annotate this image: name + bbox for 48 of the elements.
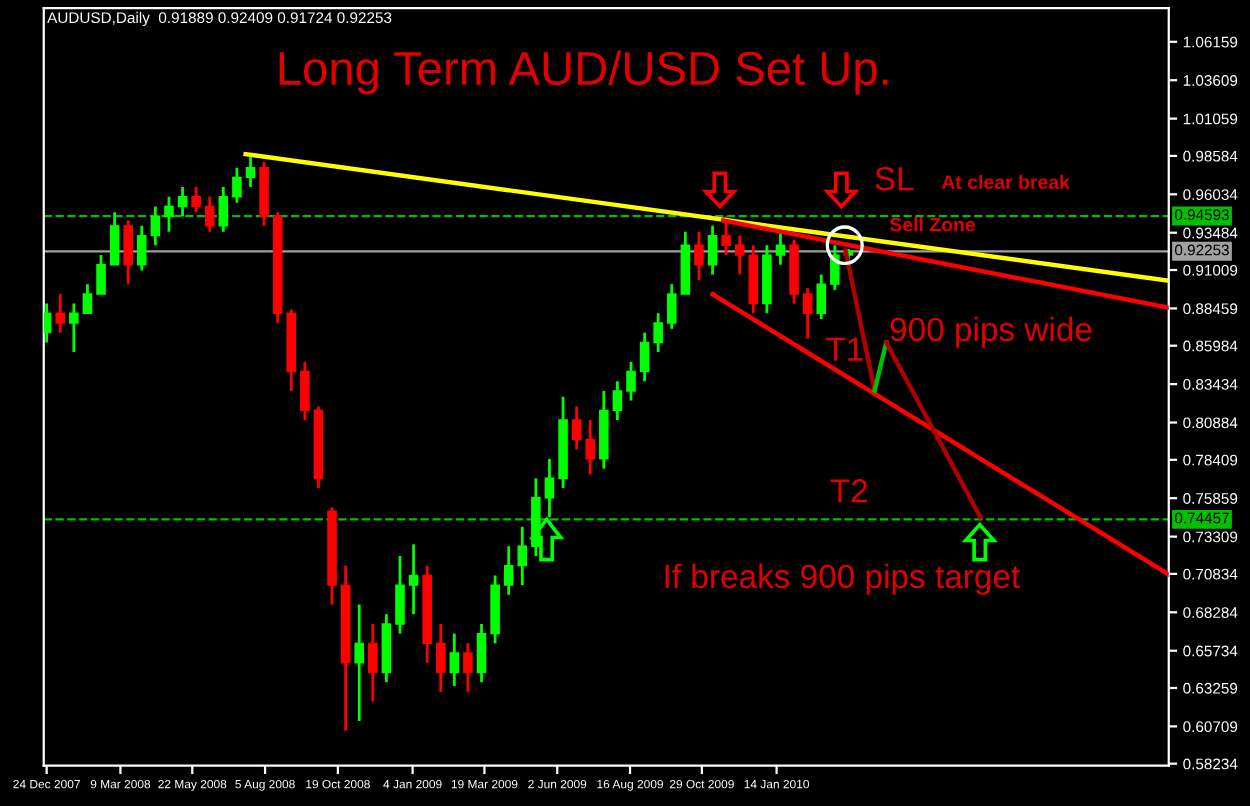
candlestick	[585, 418, 596, 476]
candlestick	[449, 632, 460, 688]
candlestick	[137, 224, 147, 272]
candlestick	[816, 273, 827, 321]
candlestick	[300, 360, 310, 422]
candlestick	[476, 622, 487, 684]
candlestick	[191, 185, 201, 214]
annotation: 900 pips wide	[890, 316, 1092, 348]
text: Long Term AUD/USD Set Up.	[279, 50, 888, 95]
candlestick	[517, 525, 528, 587]
candlestick	[164, 195, 174, 234]
annotation: If breaks 900 pips target	[665, 563, 1020, 595]
annotation: T1	[826, 337, 863, 361]
candlestick	[830, 243, 840, 292]
candlestick	[694, 230, 704, 282]
candlestick	[802, 286, 813, 340]
annotation: Sell Zone	[889, 217, 976, 232]
candlestick	[123, 218, 133, 286]
annotation: T2	[830, 479, 868, 503]
annotation: SL	[875, 166, 914, 191]
candlestick	[177, 185, 188, 218]
candlestick	[82, 282, 93, 315]
candlestick	[463, 642, 473, 694]
candlestick	[232, 166, 242, 205]
candlestick	[218, 185, 229, 234]
candlestick	[354, 603, 364, 723]
candlestick	[503, 544, 514, 597]
candlestick	[435, 622, 446, 694]
candlestick	[408, 542, 419, 616]
candlestick	[626, 360, 636, 402]
candlestick	[653, 311, 663, 354]
candlestick	[55, 292, 66, 335]
annotation: At clear break	[941, 174, 1070, 190]
candlestick	[571, 405, 582, 451]
candlestick	[245, 152, 256, 189]
candlestick	[96, 253, 106, 296]
candlestick	[368, 622, 378, 703]
candlestick	[109, 210, 120, 267]
candlestick	[707, 224, 718, 276]
candlestick	[612, 379, 623, 422]
candlestick	[639, 331, 650, 383]
candlestick	[204, 195, 215, 234]
candlestick	[395, 554, 405, 635]
candlestick	[150, 205, 161, 247]
candlestick	[69, 302, 79, 354]
candlestick	[734, 234, 745, 276]
candlestick	[775, 230, 786, 267]
candlestick	[666, 282, 677, 331]
